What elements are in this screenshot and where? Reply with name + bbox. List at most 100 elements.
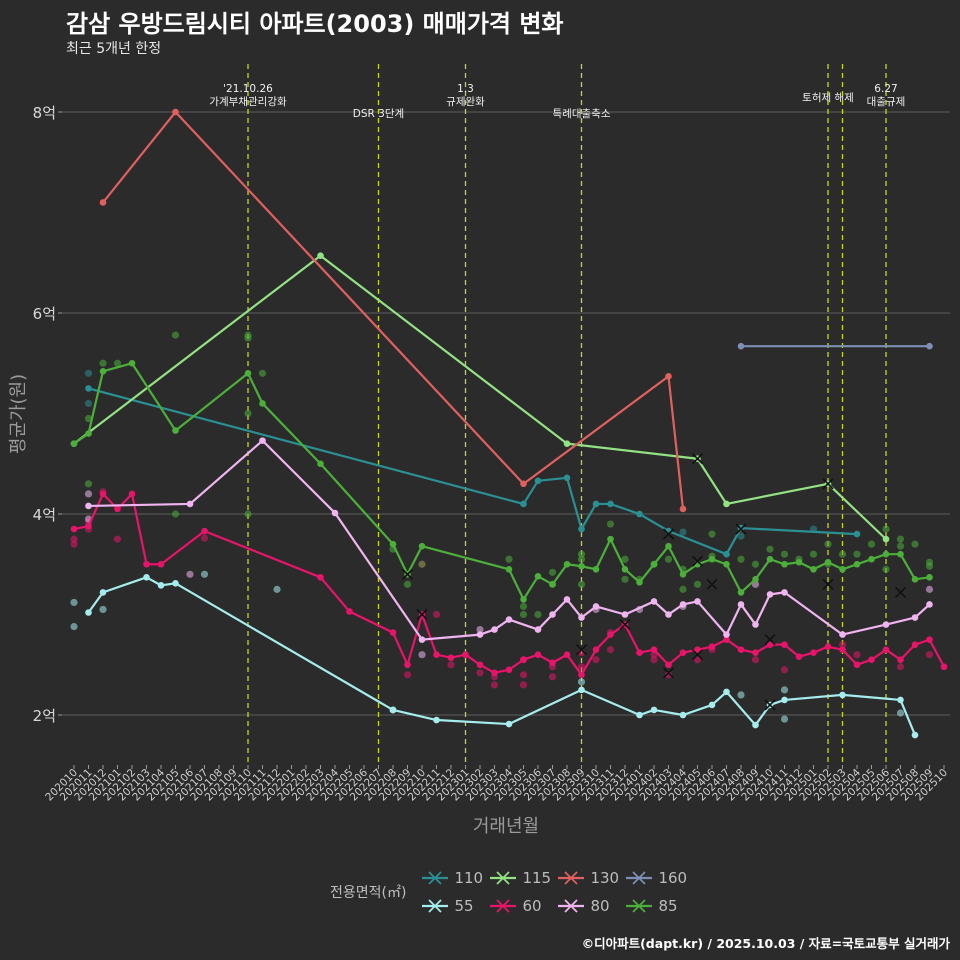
data-point-130	[99, 199, 107, 206]
legend-grid: 110 115 130 160 55 60 80 85	[420, 864, 688, 920]
data-point-80	[752, 621, 759, 628]
scatter-point-85	[708, 530, 716, 538]
data-point-60	[476, 661, 484, 669]
data-point-80	[737, 601, 745, 608]
scatter-point-60	[432, 610, 441, 619]
scatter-point-55	[737, 691, 745, 699]
legend-item-60: 60	[488, 892, 552, 920]
data-point-55	[708, 701, 716, 709]
data-point-60	[447, 654, 455, 662]
data-point-55	[911, 731, 919, 739]
scatter-point-55	[896, 709, 905, 717]
scatter-point-85	[244, 510, 252, 518]
x-marker-stroke	[691, 453, 704, 465]
data-point-60	[70, 525, 78, 533]
data-point-85	[418, 542, 426, 550]
scatter-point-55	[70, 598, 78, 607]
data-point-115	[317, 252, 324, 260]
event-label: DSR 3단계	[353, 108, 404, 120]
scatter-point-85	[534, 610, 542, 619]
data-point-60	[549, 659, 556, 667]
x-marker-stroke	[575, 644, 588, 656]
scatter-point-55	[780, 715, 789, 723]
x-marker-85	[691, 555, 704, 567]
scatter-point-85	[99, 359, 107, 367]
chart-title: 감삼 우방드림시티 아파트(2003) 매매가격 변화	[66, 10, 564, 38]
scatter-point-55	[273, 585, 281, 593]
data-point-110	[607, 500, 614, 508]
scatter-point-85	[737, 555, 745, 563]
scatter-point-60	[693, 656, 702, 664]
legend-key-60	[490, 899, 517, 913]
scatter-point-85	[244, 409, 252, 418]
data-point-60	[114, 505, 121, 513]
data-point-80	[186, 500, 194, 508]
scatter-point-60	[650, 656, 658, 664]
data-point-85	[795, 558, 803, 566]
data-point-60	[766, 641, 774, 648]
data-point-85	[70, 440, 78, 447]
series-line-80	[88, 439, 931, 641]
legend-label: 85	[658, 897, 678, 915]
data-point-80	[781, 589, 788, 596]
data-point-130	[172, 108, 179, 116]
data-point-85	[853, 560, 861, 568]
x-marker-55	[764, 699, 776, 711]
data-point-55	[636, 711, 643, 719]
scatter-point-85	[244, 334, 252, 342]
scatter-point-60	[476, 669, 484, 677]
scatter-point-55	[577, 678, 586, 686]
data-point-60	[665, 661, 672, 669]
scatter-point-60	[70, 540, 78, 548]
scatter-point-85	[824, 540, 832, 548]
data-point-60	[592, 646, 600, 653]
chart-subtitle: 최근 5개년 한정	[66, 41, 162, 57]
data-point-85	[85, 430, 92, 437]
data-point-85	[259, 400, 266, 407]
data-point-80	[665, 611, 672, 618]
scatter-point-60	[519, 671, 528, 679]
data-point-110	[534, 477, 542, 485]
data-point-60	[752, 649, 759, 656]
x-marker-stroke	[619, 618, 631, 631]
legend: 전용면적(㎡) 110 115 130 160 55 60 80 85	[330, 866, 688, 918]
data-point-85	[389, 540, 397, 548]
event-label: '21.10.26 가계부채관리강화	[209, 83, 287, 108]
data-point-80	[259, 437, 266, 444]
x-marker-stroke	[662, 528, 675, 540]
scatter-point-85	[853, 550, 861, 558]
data-point-60	[491, 669, 498, 677]
scatter-point-85	[171, 331, 180, 339]
data-point-85	[766, 555, 774, 563]
scatter-point-85	[621, 575, 629, 583]
series-line-55	[87, 576, 917, 736]
legend-item-160: 160	[624, 864, 688, 892]
data-point-85	[781, 560, 788, 568]
data-point-80	[505, 616, 513, 623]
scatter-point-110	[737, 532, 745, 540]
series-line-60	[73, 492, 945, 676]
data-point-60	[389, 629, 397, 636]
data-point-85	[824, 558, 832, 566]
x-marker-115	[691, 453, 704, 465]
data-point-60	[897, 656, 904, 664]
x-marker-85	[822, 578, 834, 590]
x-marker-110	[735, 523, 747, 535]
data-point-85	[317, 460, 324, 468]
data-point-110	[520, 500, 527, 508]
data-point-80	[911, 614, 919, 621]
legend-item-110: 110	[420, 864, 484, 892]
data-point-60	[85, 522, 92, 530]
data-point-80	[723, 631, 730, 638]
scatter-point-85	[548, 568, 557, 576]
data-point-85	[534, 573, 542, 580]
data-point-85	[839, 565, 846, 573]
scatter-point-60	[200, 534, 209, 542]
data-point-85	[607, 535, 614, 543]
data-point-60	[650, 646, 658, 653]
legend-key-80	[558, 899, 585, 913]
scatter-point-60	[925, 651, 934, 659]
x-marker-85	[894, 586, 907, 598]
data-point-60	[520, 656, 527, 664]
scatter-point-80	[476, 625, 484, 634]
